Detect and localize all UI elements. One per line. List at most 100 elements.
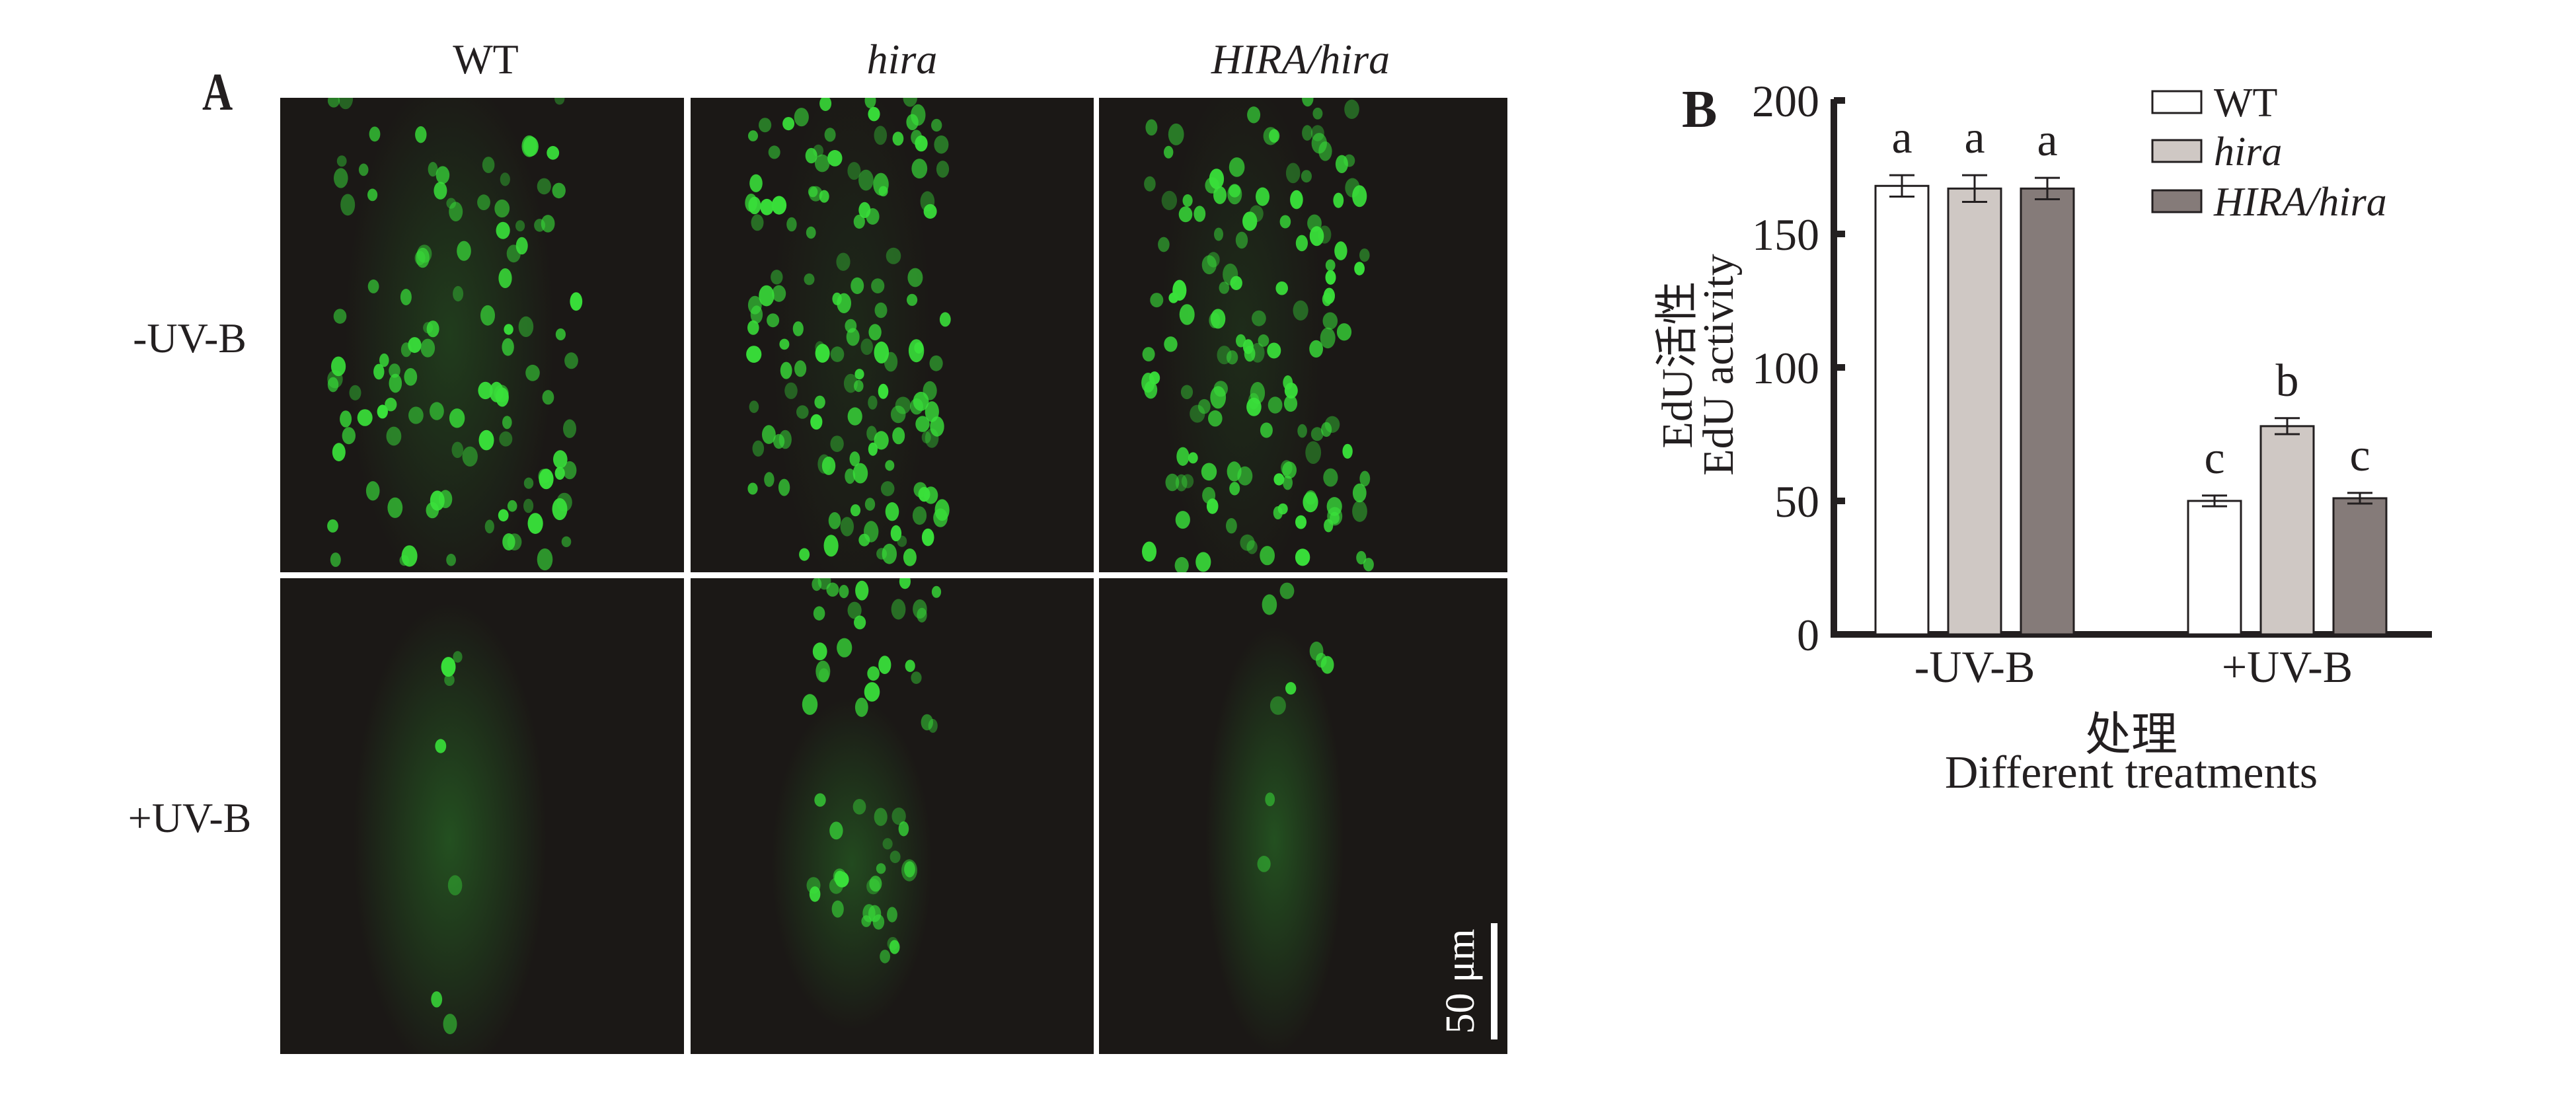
edu-labeled-nucleus	[340, 410, 352, 428]
edu-labeled-nucleus	[771, 196, 787, 215]
edu-labeled-nucleus	[373, 363, 385, 380]
edu-labeled-nucleus	[1283, 395, 1298, 412]
micrograph-image	[327, 98, 583, 572]
edu-labeled-nucleus	[860, 338, 873, 356]
edu-labeled-nucleus	[864, 521, 879, 543]
edu-labeled-nucleus	[1295, 548, 1310, 566]
edu-labeled-nucleus	[1359, 248, 1370, 262]
edu-labeled-nucleus	[349, 385, 361, 400]
legend-swatch	[2151, 189, 2203, 213]
edu-labeled-nucleus	[782, 117, 795, 131]
edu-labeled-nucleus	[839, 585, 849, 599]
edu-labeled-nucleus	[523, 498, 534, 513]
micrograph-image	[1205, 582, 1344, 1054]
edu-labeled-nucleus	[1242, 211, 1258, 231]
edu-labeled-nucleus	[1227, 184, 1242, 205]
edu-labeled-nucleus	[1325, 259, 1336, 272]
edu-labeled-nucleus	[556, 492, 572, 512]
edu-labeled-nucleus	[1164, 145, 1174, 159]
edu-labeled-nucleus	[747, 320, 759, 335]
edu-labeled-nucleus	[340, 194, 356, 216]
edu-labeled-nucleus	[874, 341, 890, 363]
edu-labeled-nucleus	[854, 380, 864, 393]
edu-labeled-nucleus	[830, 435, 844, 452]
edu-labeled-nucleus	[377, 404, 388, 419]
edu-labeled-nucleus	[809, 886, 821, 902]
micrograph-image	[353, 602, 547, 1054]
edu-labeled-nucleus	[561, 536, 572, 547]
edu-labeled-nucleus	[515, 237, 528, 255]
x-axis-label-cn: 处理	[2085, 710, 2178, 761]
edu-labeled-nucleus	[939, 312, 951, 327]
edu-labeled-nucleus	[804, 273, 815, 285]
edu-labeled-nucleus	[1226, 350, 1238, 365]
edu-labeled-nucleus	[871, 278, 885, 293]
edu-labeled-nucleus	[453, 285, 464, 302]
edu-labeled-nucleus	[1309, 226, 1324, 246]
edu-labeled-nucleus	[336, 155, 347, 167]
edu-labeled-nucleus	[1309, 641, 1324, 661]
edu-labeled-nucleus	[814, 154, 830, 172]
edu-labeled-nucleus	[431, 991, 443, 1008]
edu-labeled-nucleus	[570, 292, 583, 311]
y-axis-label-en: EdU activity	[1694, 254, 1743, 475]
edu-labeled-nucleus	[1260, 422, 1273, 438]
edu-labeled-nucleus	[489, 381, 504, 402]
edu-labeled-nucleus	[921, 528, 934, 546]
edu-labeled-nucleus	[1335, 155, 1348, 173]
edu-labeled-nucleus	[523, 477, 534, 489]
edu-labeled-nucleus	[414, 250, 426, 266]
edu-labeled-nucleus	[858, 169, 874, 191]
edu-labeled-nucleus	[936, 161, 950, 178]
edu-labeled-nucleus	[814, 793, 826, 807]
edu-labeled-nucleus	[1282, 461, 1297, 479]
edu-labeled-nucleus	[929, 355, 943, 371]
edu-labeled-nucleus	[408, 406, 424, 424]
edu-labeled-nucleus	[819, 98, 832, 111]
edu-labeled-nucleus	[369, 126, 381, 142]
edu-labeled-nucleus	[1310, 427, 1324, 441]
edu-labeled-nucleus	[1230, 276, 1242, 290]
significance-letter: a	[2037, 115, 2057, 166]
edu-labeled-nucleus	[1322, 312, 1338, 330]
edu-labeled-nucleus	[1324, 416, 1340, 433]
edu-labeled-nucleus	[327, 519, 338, 533]
edu-labeled-nucleus	[779, 338, 790, 350]
edu-labeled-nucleus	[911, 671, 922, 684]
edu-labeled-nucleus	[903, 548, 917, 566]
edu-labeled-nucleus	[331, 356, 346, 377]
edu-labeled-nucleus	[449, 408, 465, 428]
edu-labeled-nucleus	[794, 360, 807, 377]
edu-labeled-nucleus	[1206, 498, 1219, 514]
edu-labeled-nucleus	[850, 504, 861, 517]
edu-labeled-nucleus	[867, 666, 880, 681]
edu-labeled-nucleus	[462, 446, 478, 467]
edu-labeled-nucleus	[1352, 483, 1367, 503]
edu-labeled-nucleus	[1165, 473, 1180, 492]
edu-labeled-nucleus	[923, 486, 938, 504]
edu-labeled-nucleus	[1175, 474, 1188, 492]
edu-labeled-nucleus	[1256, 187, 1269, 206]
edu-labeled-nucleus	[847, 162, 861, 180]
edu-labeled-nucleus	[502, 338, 514, 356]
legend-label: HIRA/hira	[2213, 180, 2387, 225]
edu-labeled-nucleus	[498, 268, 512, 288]
edu-labeled-nucleus	[849, 451, 860, 467]
edu-labeled-nucleus	[1168, 123, 1184, 145]
edu-labeled-nucleus	[767, 313, 780, 328]
edu-labeled-nucleus	[542, 390, 554, 405]
edu-labeled-nucleus	[847, 601, 862, 619]
micrograph-hira-minus-uvb	[691, 98, 1094, 572]
edu-labeled-nucleus	[891, 808, 906, 825]
edu-labeled-nucleus	[1295, 515, 1307, 529]
edu-labeled-nucleus	[809, 186, 823, 202]
edu-labeled-nucleus	[1150, 293, 1164, 308]
edu-labeled-nucleus	[749, 400, 759, 413]
edu-labeled-nucleus	[915, 416, 930, 432]
edu-labeled-nucleus	[1326, 497, 1342, 516]
edu-labeled-nucleus	[864, 98, 876, 108]
edu-labeled-nucleus	[930, 416, 944, 437]
edu-labeled-nucleus	[835, 872, 849, 887]
edu-labeled-nucleus	[751, 214, 764, 231]
edu-labeled-nucleus	[921, 714, 933, 731]
